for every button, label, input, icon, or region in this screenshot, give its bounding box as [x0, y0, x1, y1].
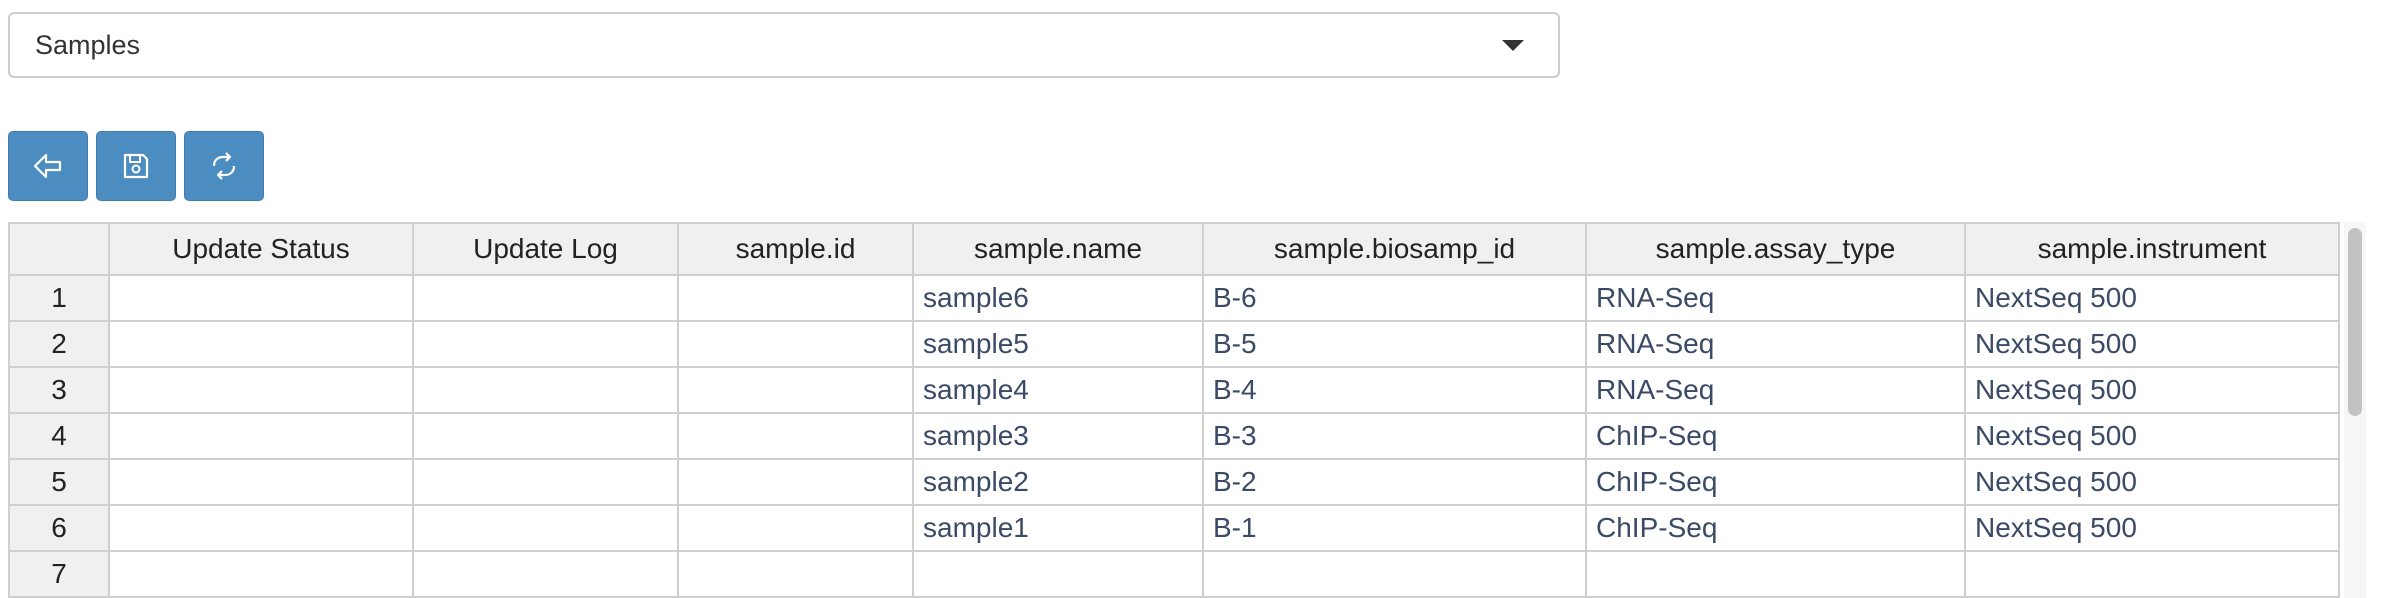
cell-sample-biosamp-id[interactable]: B-2 [1202, 458, 1587, 506]
cell-sample-biosamp-id[interactable]: B-1 [1202, 504, 1587, 552]
cell-update-status[interactable] [108, 550, 414, 598]
caret-down-icon [1502, 40, 1524, 51]
table-row: 6 sample1 B-1 ChIP-Seq NextSeq 500 [8, 504, 2340, 552]
cell-sample-assay-type[interactable]: ChIP-Seq [1585, 412, 1966, 460]
header-sample-biosamp-id[interactable]: sample.biosamp_id [1202, 222, 1587, 276]
cell-sample-id[interactable] [677, 366, 914, 414]
table-row: 2 sample5 B-5 RNA-Seq NextSeq 500 [8, 320, 2340, 368]
cell-sample-assay-type[interactable]: ChIP-Seq [1585, 504, 1966, 552]
back-button[interactable] [8, 131, 88, 201]
header-sample-id[interactable]: sample.id [677, 222, 914, 276]
cell-sample-biosamp-id[interactable]: B-5 [1202, 320, 1587, 368]
cell-sample-name[interactable]: sample2 [912, 458, 1204, 506]
save-button[interactable] [96, 131, 176, 201]
row-number[interactable]: 5 [8, 458, 110, 506]
cell-sample-assay-type[interactable]: RNA-Seq [1585, 366, 1966, 414]
back-arrow-icon [33, 153, 62, 179]
cell-update-status[interactable] [108, 504, 414, 552]
cell-update-status[interactable] [108, 412, 414, 460]
data-grid: Update Status Update Log sample.id sampl… [8, 222, 2340, 598]
row-number[interactable]: 7 [8, 550, 110, 598]
cell-update-log[interactable] [412, 366, 679, 414]
cell-sample-biosamp-id[interactable]: B-4 [1202, 366, 1587, 414]
cell-sample-instrument[interactable]: NextSeq 500 [1964, 274, 2340, 322]
cell-sample-biosamp-id[interactable]: B-3 [1202, 412, 1587, 460]
refresh-icon [212, 152, 236, 180]
cell-update-status[interactable] [108, 320, 414, 368]
cell-update-log[interactable] [412, 550, 679, 598]
cell-sample-instrument[interactable]: NextSeq 500 [1964, 412, 2340, 460]
cell-sample-instrument[interactable]: NextSeq 500 [1964, 320, 2340, 368]
cell-sample-id[interactable] [677, 320, 914, 368]
cell-sample-assay-type[interactable] [1585, 550, 1966, 598]
cell-sample-id[interactable] [677, 550, 914, 598]
table-row: 1 sample6 B-6 RNA-Seq NextSeq 500 [8, 274, 2340, 322]
cell-sample-name[interactable]: sample4 [912, 366, 1204, 414]
save-icon [123, 153, 149, 179]
cell-sample-biosamp-id[interactable] [1202, 550, 1587, 598]
cell-sample-name[interactable]: sample6 [912, 274, 1204, 322]
cell-sample-assay-type[interactable]: RNA-Seq [1585, 320, 1966, 368]
cell-sample-name[interactable]: sample1 [912, 504, 1204, 552]
cell-sample-instrument[interactable] [1964, 550, 2340, 598]
refresh-button[interactable] [184, 131, 264, 201]
header-sample-assay-type[interactable]: sample.assay_type [1585, 222, 1966, 276]
cell-update-log[interactable] [412, 504, 679, 552]
header-row: Update Status Update Log sample.id sampl… [8, 222, 2340, 276]
header-update-status[interactable]: Update Status [108, 222, 414, 276]
header-sample-instrument[interactable]: sample.instrument [1964, 222, 2340, 276]
cell-update-log[interactable] [412, 458, 679, 506]
cell-sample-id[interactable] [677, 458, 914, 506]
cell-sample-assay-type[interactable]: RNA-Seq [1585, 274, 1966, 322]
row-number[interactable]: 3 [8, 366, 110, 414]
cell-sample-name[interactable]: sample3 [912, 412, 1204, 460]
dataset-select-value: Samples [35, 29, 141, 60]
cell-sample-id[interactable] [677, 274, 914, 322]
header-corner[interactable] [8, 222, 110, 276]
data-table: Update Status Update Log sample.id sampl… [8, 222, 2340, 598]
row-number[interactable]: 2 [8, 320, 110, 368]
table-row: 4 sample3 B-3 ChIP-Seq NextSeq 500 [8, 412, 2340, 460]
cell-sample-name[interactable] [912, 550, 1204, 598]
row-number[interactable]: 1 [8, 274, 110, 322]
header-sample-name[interactable]: sample.name [912, 222, 1204, 276]
cell-update-log[interactable] [412, 274, 679, 322]
scrollbar-thumb[interactable] [2348, 228, 2362, 416]
cell-sample-id[interactable] [677, 504, 914, 552]
cell-sample-instrument[interactable]: NextSeq 500 [1964, 458, 2340, 506]
cell-sample-name[interactable]: sample5 [912, 320, 1204, 368]
table-row: 3 sample4 B-4 RNA-Seq NextSeq 500 [8, 366, 2340, 414]
cell-sample-id[interactable] [677, 412, 914, 460]
toolbar [8, 131, 264, 201]
header-update-log[interactable]: Update Log [412, 222, 679, 276]
table-row: 7 [8, 550, 2340, 598]
cell-update-status[interactable] [108, 458, 414, 506]
cell-update-log[interactable] [412, 320, 679, 368]
cell-sample-biosamp-id[interactable]: B-6 [1202, 274, 1587, 322]
row-number[interactable]: 6 [8, 504, 110, 552]
table-row: 5 sample2 B-2 ChIP-Seq NextSeq 500 [8, 458, 2340, 506]
cell-sample-instrument[interactable]: NextSeq 500 [1964, 504, 2340, 552]
cell-sample-instrument[interactable]: NextSeq 500 [1964, 366, 2340, 414]
cell-update-log[interactable] [412, 412, 679, 460]
cell-update-status[interactable] [108, 274, 414, 322]
cell-sample-assay-type[interactable]: ChIP-Seq [1585, 458, 1966, 506]
dataset-select[interactable]: Samples [8, 12, 1560, 78]
cell-update-status[interactable] [108, 366, 414, 414]
row-number[interactable]: 4 [8, 412, 110, 460]
vertical-scrollbar[interactable] [2344, 222, 2366, 598]
